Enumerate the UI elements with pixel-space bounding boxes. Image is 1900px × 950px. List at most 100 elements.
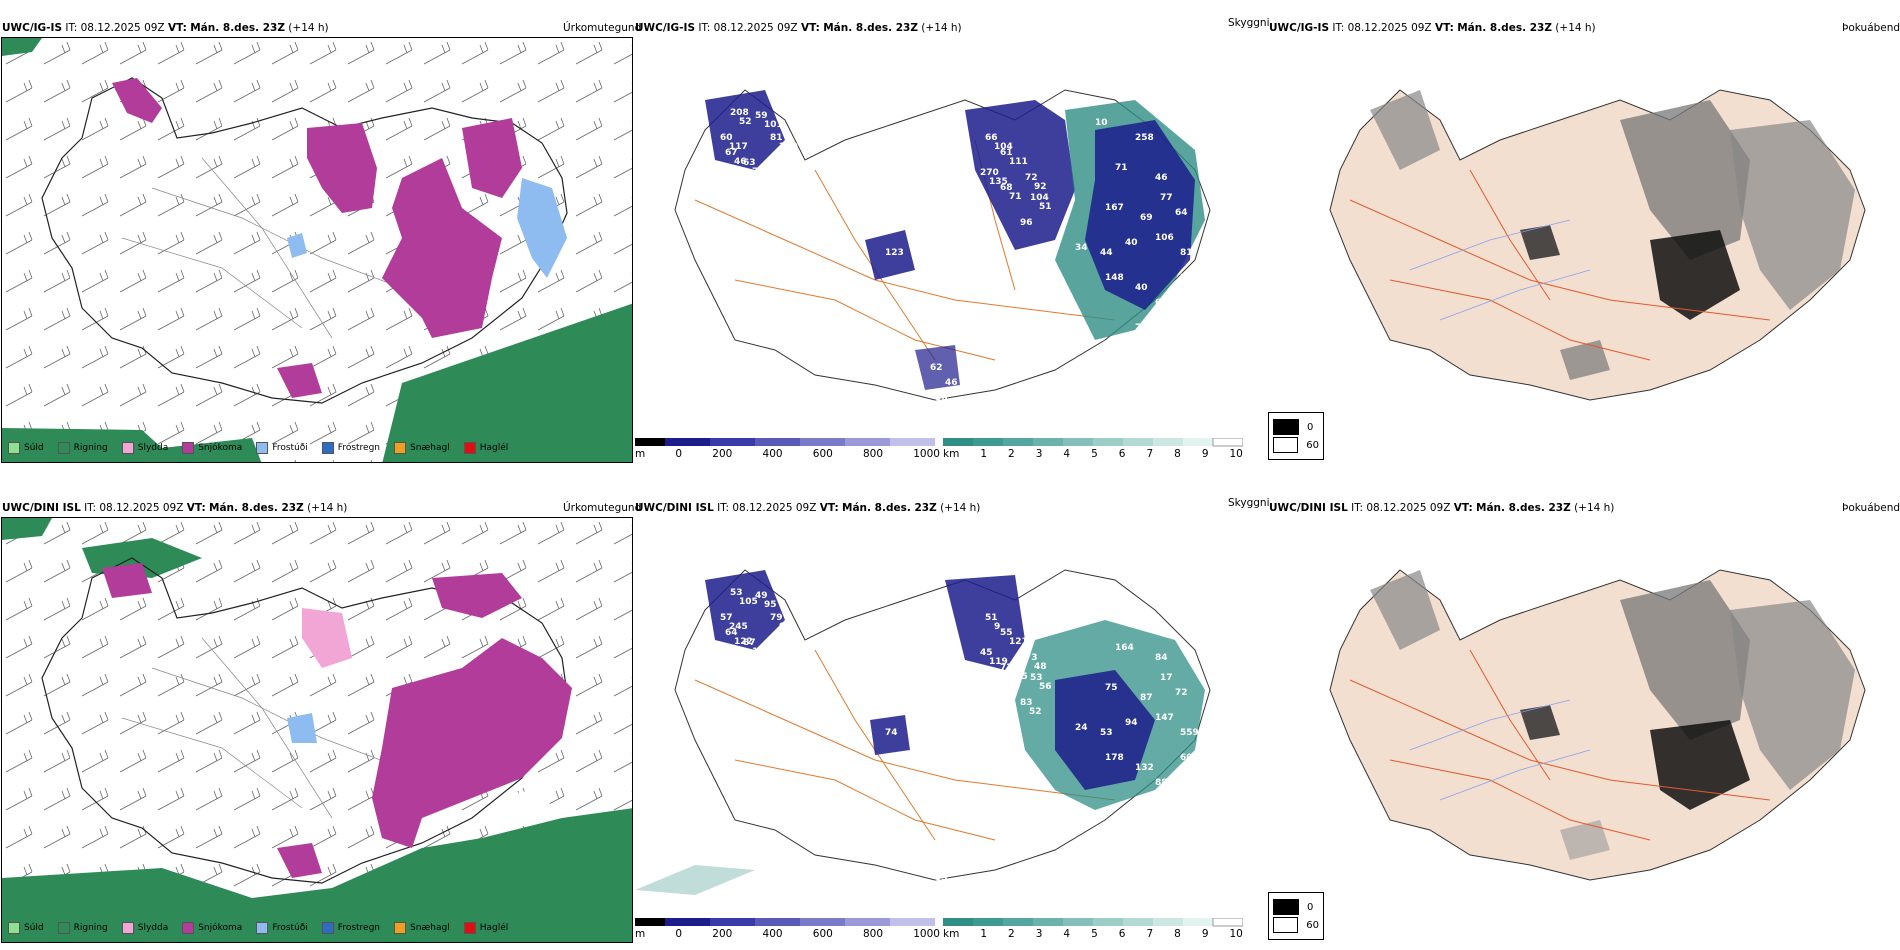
fog-dark [1650,230,1740,320]
fog-shade [1560,820,1610,860]
cloud-height-label: 9 [994,622,1000,632]
legend-swatch [256,442,269,454]
cb-seg [1212,438,1243,447]
cloud-height-label: 73 [1025,653,1038,663]
low-cloud-area [945,575,1025,670]
cloud-height-label: 147 [1155,713,1174,723]
legend-item: Haglél [463,442,508,454]
cloud-height-label: 63 [743,158,756,168]
cloud-height-label: 53 [730,588,743,598]
cloud-height-label: 71 [1009,192,1022,202]
cloud-height-label: 95 [764,600,777,610]
snow-area [277,843,322,878]
cloud-height-label: 75 [1105,683,1118,693]
cb-seg [973,918,1003,926]
cloud-height-label: 10 [1095,118,1108,128]
fog-shade [1370,570,1440,650]
fog-dark [1520,225,1560,260]
fog-dark [1650,720,1750,810]
cb-seg [943,918,973,926]
cloud-height-label: 44 [774,172,787,182]
legend-swatch [321,442,334,454]
snow-area [372,638,572,848]
cb-seg [973,438,1003,446]
legend-item: Slydda [121,922,168,934]
colorbar-m: m 0 200 400 600 800 1000 [635,438,940,460]
legend-swatch [394,922,407,934]
hs-swatch [1273,917,1299,933]
low-cloud-area [705,90,785,170]
cb-seg [1123,918,1153,926]
fog-shade [1560,340,1610,380]
colorbar-km-ticks: km 1 2 3 4 5 6 7 8 9 10 [943,448,1243,460]
fog-indicator-title: Þokuábendi [1842,22,1900,34]
cloud-height-label: 96 [1020,218,1033,228]
hs-row: 60 [1273,437,1319,453]
low-cloud-area [1055,670,1155,790]
cloud-height-label: 55 [935,873,948,883]
cloud-height-label: 79 [770,613,783,623]
snow-area [112,78,162,123]
precip-legend: Súld Rigning Slydda Snjókoma Frostúði Fr… [8,922,508,934]
colorbar-km: km 1 2 3 4 5 6 7 8 9 10 [943,918,1243,940]
cloud-height-label: 72 [765,643,778,653]
cloud-height-label: 53 [1100,728,1113,738]
hillshade-legend: 0 60 [1268,412,1324,460]
cloud-map: 53 49 57 79 64 72 87 64 51 55 45 73 73 53 83 134 168 164 8… [635,520,1235,920]
cb-seg [845,438,890,446]
fog-map [1290,40,1890,420]
cb-seg [1183,918,1213,926]
cloud-height-label: 52 [1029,707,1042,717]
cloud-height-label: 34 [1075,243,1088,253]
cloud-height-label: 193 [1135,803,1154,813]
cloud-height-label: 67 [725,148,738,158]
cloud-height-label: 60 [720,133,733,143]
cloud-height-label: 64 [725,628,738,638]
fog-shade [1730,600,1855,790]
low-cloud-area [705,570,785,650]
snow-area [462,118,522,198]
cloud-height-label: 40 [1135,283,1148,293]
slydda-area [302,608,352,668]
colorbar-m-bar [635,918,935,926]
cloud-height-label: 46 [734,157,747,167]
cloud-height-label: 66 [985,133,998,143]
hs-swatch [1273,419,1299,435]
legend-item: Rigning [57,922,108,934]
legend-swatch [121,442,134,454]
cloud-height-label: 51 [1039,202,1052,212]
cloud-height-label: 106 [1155,233,1174,243]
rain-area [2,518,52,540]
cloud-height-label: 94 [1125,718,1138,728]
precip-legend: Súld Rigning Slydda Snjókoma Frostúði Fr… [8,442,508,454]
colorbar-m-bar [635,438,935,446]
cb-seg [1063,438,1093,446]
cloud-height-label: 270 [980,168,999,178]
legend-item: Frostregn [321,442,380,454]
cloud-height-label: 24 [1075,723,1088,733]
legend-swatch [321,922,334,934]
cloud-height-label: 208 [730,108,749,118]
cloud-height-label: 87 [1140,693,1153,703]
hs-row: 0 [1273,419,1319,435]
row1-cloud-header: UWC/IG-IS IT: 08.12.2025 09Z VT: Mán. 8.… [635,22,962,34]
rain-area [2,808,632,942]
row2-fog-header: UWC/DINI ISL IT: 08.12.2025 09Z VT: Mán.… [1269,502,1615,514]
cloud-height-label: 168 [1135,613,1154,623]
gap [492,788,552,818]
precip-type-title: Úrkomutegund [563,502,642,514]
cloud-height-label: 115 [1009,672,1028,682]
cloud-height-label: 116 [752,647,771,657]
cb-seg [665,438,710,446]
legend-swatch [463,442,476,454]
cb-seg [1093,438,1123,446]
cloud-map: 208 59 60 81 67 83 63 80 66 61 270 68 72 104 96 10 258 71… [635,40,1235,440]
fog-map-svg [1329,89,1866,401]
row1-precip-header: UWC/IG-IS IT: 08.12.2025 09Z VT: Mán. 8.… [2,22,329,34]
cloud-height-label: 53 [1030,673,1043,683]
legend-swatch [256,922,269,934]
legend-item: Frostúði [256,922,308,934]
legend-swatch [182,442,195,454]
